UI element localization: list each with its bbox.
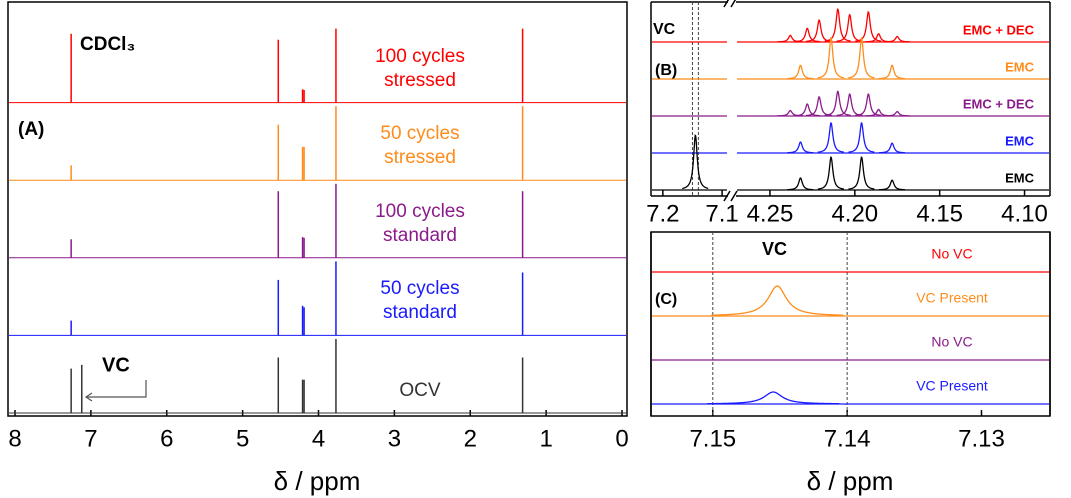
peak (794, 103, 821, 117)
panel-label: (A) (18, 119, 44, 140)
annotation: VC (102, 354, 130, 376)
annotation: VC (762, 239, 787, 259)
peak (855, 93, 882, 117)
x-tick-label: 5 (236, 425, 249, 452)
x-axis-label: δ / ppm (274, 466, 361, 496)
x-tick-label: 7.14 (824, 425, 871, 452)
x-tick-label: 7.13 (958, 425, 1005, 452)
series-label: 100 cycles standard (375, 200, 465, 246)
axis-break (730, 190, 738, 202)
peak (805, 96, 833, 117)
x-axis-label: δ / ppm (807, 466, 894, 496)
x-tick-label: 2 (464, 425, 477, 452)
peak (848, 156, 875, 190)
x-tick-label: 4.10 (1001, 200, 1048, 227)
series-label: OCV (399, 380, 441, 401)
peak (824, 8, 851, 42)
peak (711, 285, 844, 316)
peak (878, 179, 905, 191)
peak (848, 36, 875, 79)
peak (817, 156, 844, 190)
peak (817, 121, 844, 153)
series-label: No VC (931, 246, 972, 262)
axis-break (730, 0, 737, 8)
series-label: EMC (1005, 59, 1035, 74)
x-tick-label: 7 (84, 425, 97, 452)
peak (855, 10, 882, 42)
x-tick-label: 1 (539, 425, 552, 452)
peak (878, 142, 905, 154)
peak (707, 391, 840, 405)
x-tick-label: 4 (312, 425, 325, 452)
x-tick-label: 7.2 (646, 200, 679, 227)
series-label: VC Present (916, 290, 988, 306)
peak (787, 64, 814, 80)
series-label: EMC (1005, 133, 1035, 148)
peak (787, 141, 814, 154)
series-label: EMC (1005, 170, 1035, 185)
x-tick-label: 6 (160, 425, 173, 452)
axis-break (723, 0, 730, 8)
annotation: VC (653, 21, 676, 38)
peak (824, 90, 851, 116)
series-label: EMC + DEC (963, 22, 1035, 37)
x-tick-label: 4.20 (831, 200, 878, 227)
plot-frame (650, 231, 1051, 417)
x-tick-label: 8 (8, 425, 21, 452)
x-tick-label: 0 (615, 425, 628, 452)
x-tick-label: 4.25 (747, 200, 794, 227)
arrow (84, 380, 147, 402)
peak (848, 121, 875, 153)
peak (878, 64, 906, 80)
x-tick-label: 7.1 (705, 200, 738, 227)
x-tick-label: 7.15 (689, 425, 736, 452)
peak (817, 36, 844, 79)
series-label: No VC (931, 334, 972, 350)
peak (682, 133, 709, 190)
plot-frame (7, 1, 628, 417)
series-label: EMC + DEC (963, 96, 1035, 111)
peak (884, 110, 911, 117)
peak (805, 19, 833, 43)
x-tick-label: 3 (388, 425, 401, 452)
peak (794, 27, 821, 43)
axis-break (723, 190, 731, 202)
series-label: 100 cycles stressed (375, 45, 465, 91)
peak (884, 35, 911, 43)
series-label: 50 cycles standard (380, 278, 460, 324)
series-label: 50 cycles stressed (380, 123, 460, 169)
panel-label: (C) (655, 291, 677, 308)
panel-label: (B) (655, 62, 677, 79)
annotation: CDCl₃ (80, 34, 135, 55)
series-label: VC Present (916, 378, 988, 394)
x-tick-label: 4.15 (916, 200, 963, 227)
peak (787, 177, 814, 191)
